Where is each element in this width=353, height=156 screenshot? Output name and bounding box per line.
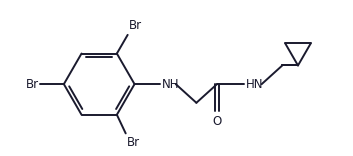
Text: Br: Br [128, 20, 142, 32]
Text: O: O [213, 115, 222, 128]
Text: HN: HN [245, 78, 263, 91]
Text: NH: NH [162, 78, 179, 91]
Text: Br: Br [127, 136, 140, 149]
Text: Br: Br [26, 78, 39, 91]
